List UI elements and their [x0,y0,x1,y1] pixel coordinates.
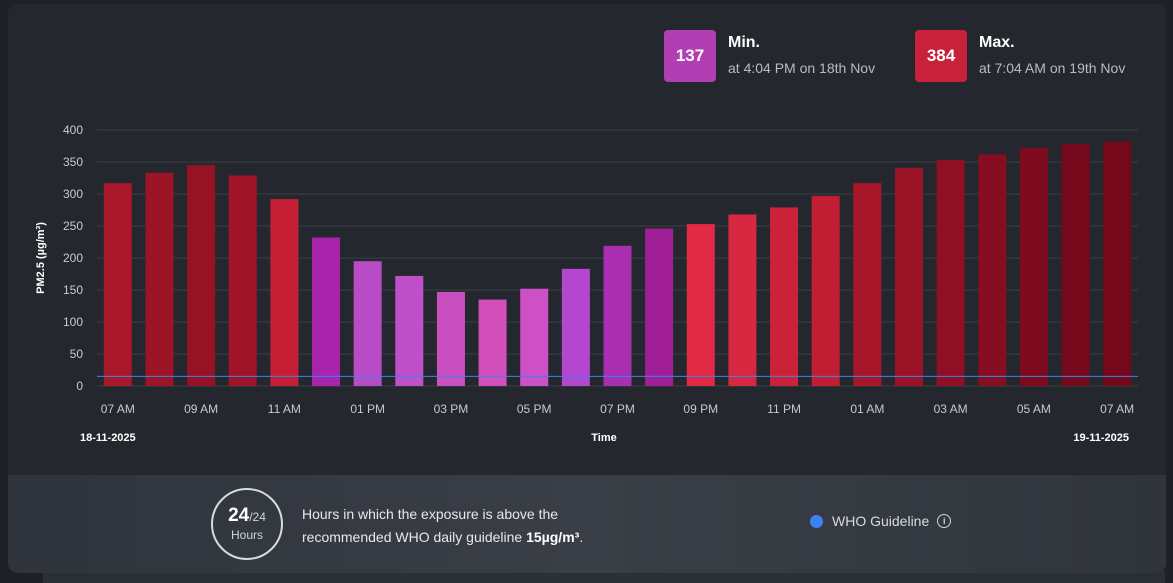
y-tick-label: 350 [63,155,83,169]
y-tick-label: 300 [63,187,83,201]
bar [645,228,674,386]
bar [1103,141,1132,386]
x-tick-label: 05 PM [517,402,552,416]
bar [353,261,382,386]
bar [228,175,257,386]
bar [894,167,923,386]
guideline-legend-dot [810,514,823,528]
max-subtitle: at 7:04 AM on 19th Nov [979,60,1126,76]
x-tick-label: 01 AM [850,402,884,416]
hours-above-circle: 24/24 Hours [211,488,283,560]
guideline-value: 15µg/m³ [526,529,580,545]
min-title: Min. [728,34,760,51]
bar [187,165,216,386]
min-value-badge: 137 [664,30,716,82]
x-tick-label: 09 PM [683,402,718,416]
exposure-description-text: Hours in which the exposure is above the… [302,506,559,545]
y-tick-label: 150 [63,283,83,297]
x-tick-label: 07 AM [1100,402,1134,416]
end-date-label: 19-11-2025 [1073,432,1129,444]
max-title: Max. [979,34,1015,51]
max-value-badge: 384 [915,30,967,82]
y-tick-label: 400 [63,123,83,137]
bar [853,183,882,386]
bar [561,268,590,386]
guideline-legend-label: WHO Guideline [832,513,930,529]
y-tick-label: 200 [63,251,83,265]
exposure-description-end: . [579,529,584,545]
bar [436,291,465,386]
bar [478,299,507,386]
bar [728,214,757,386]
y-tick-label: 0 [76,379,83,393]
exposure-description: Hours in which the exposure is above the… [302,503,642,549]
bar [603,245,632,386]
hours-above-value: 24 [228,505,250,526]
x-tick-label: 05 AM [1017,402,1051,416]
pm25-bar-chart: 0 50 100 150 200 250 300 350 400 07 AM 09 AM 11 AM 0… [35,123,1138,444]
bar [312,237,341,386]
y-axis-label: PM2.5 (µg/m³) [35,222,47,294]
x-tick-label: 03 AM [934,402,968,416]
y-tick-label: 100 [63,315,83,329]
x-tick-label: 11 PM [767,402,801,416]
bar [270,199,299,386]
bar [145,172,174,386]
x-axis-label: Time [591,432,616,444]
bar [1019,147,1048,386]
bar [936,160,965,386]
hours-label: Hours [230,528,263,542]
exposure-footer: 24/24 Hours Hours in which the exposure … [8,475,1166,573]
card-shadow-strip [43,570,1165,583]
x-tick-label: 11 AM [268,402,301,416]
bar [520,288,549,386]
min-subtitle: at 4:04 PM on 18th Nov [728,60,876,76]
bar [770,207,799,386]
bar [103,183,132,386]
bar [978,154,1007,386]
bar [395,275,424,386]
y-tick-label: 250 [63,219,83,233]
y-tick-label: 50 [70,347,84,361]
x-tick-label: 09 AM [184,402,218,416]
x-tick-label: 07 AM [101,402,135,416]
bar [811,195,840,386]
bar [686,224,715,386]
bar [1061,144,1090,386]
info-icon[interactable]: i [937,514,952,528]
who-guideline-legend[interactable]: WHO Guideline i [810,513,952,529]
x-tick-label: 01 PM [350,402,385,416]
min-stat: 137 Min. at 4:04 PM on 18th Nov [664,30,875,82]
start-date-label: 18-11-2025 [80,432,136,444]
x-tick-label: 03 PM [434,402,469,416]
max-stat: 384 Max. at 7:04 AM on 19th Nov [915,30,1125,82]
hours-total: /24 [249,510,266,524]
x-tick-label: 07 PM [600,402,635,416]
